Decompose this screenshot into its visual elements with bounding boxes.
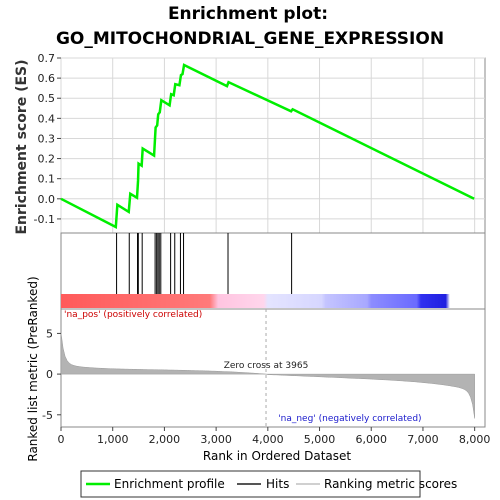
es-y-tick-label: 0.2: [38, 153, 56, 166]
x-tick-label: 6,000: [355, 433, 387, 446]
es-y-tick-label: 0.4: [38, 112, 56, 125]
hits-marks: [116, 233, 293, 294]
x-tick-label: 8,000: [459, 433, 491, 446]
x-tick-label: 7,000: [407, 433, 439, 446]
x-axis: 0 1,000 2,000 3,000 4,000 5,000 6,000 7,000 8,00…: [58, 427, 491, 446]
x-tick-label: 5,000: [304, 433, 336, 446]
ranking-metric-area: [60, 332, 475, 419]
es-y-axis: -0.1 0.0 0.1 0.2 0.3 0.4 0.5 0.6 0.7: [34, 52, 61, 226]
legend-enrichment-profile: Enrichment profile: [114, 477, 225, 491]
zero-cross-label: Zero cross at 3965: [224, 361, 309, 371]
negative-correlation-label: 'na_neg' (negatively correlated): [278, 414, 421, 424]
x-axis-title: Rank in Ordered Dataset: [203, 449, 351, 463]
legend-hits: Hits: [266, 477, 289, 491]
x-tick-label: 3,000: [200, 433, 232, 446]
es-y-tick-label: 0.5: [38, 92, 56, 105]
metric-y-tick-label: -5: [42, 409, 53, 422]
es-y-axis-title: Enrichment score (ES): [14, 59, 30, 234]
es-y-tick-label: 0.1: [38, 173, 56, 186]
legend-ranking-metric: Ranking metric scores: [324, 477, 457, 491]
x-tick-label: 1,000: [97, 433, 129, 446]
metric-y-tick-label: 5: [46, 327, 53, 340]
x-tick-label: 0: [58, 433, 65, 446]
positive-correlation-label: 'na_pos' (positively correlated): [64, 310, 202, 320]
es-y-tick-label: 0.6: [38, 72, 56, 85]
es-y-tick-label: -0.1: [34, 213, 55, 226]
es-panel: [60, 57, 486, 234]
metric-y-axis-title: Ranked list metric (PreRanked): [26, 276, 40, 461]
metric-y-axis: -5 0 5: [42, 327, 61, 422]
es-gridlines: [60, 57, 485, 233]
ranking-color-bar: [61, 294, 475, 308]
es-y-tick-label: 0.0: [38, 193, 56, 206]
es-y-tick-label: 0.3: [38, 132, 56, 145]
x-tick-label: 4,000: [252, 433, 284, 446]
x-tick-label: 2,000: [149, 433, 181, 446]
es-y-tick-label: 0.7: [38, 52, 56, 65]
chart-title-line2: GO_MITOCHONDRIAL_GENE_EXPRESSION: [56, 29, 444, 49]
metric-panel: [60, 308, 486, 428]
metric-y-tick-label: 0: [46, 368, 53, 381]
chart-title-line1: Enrichment plot:: [168, 4, 328, 24]
enrichment-profile-line: [60, 63, 475, 229]
